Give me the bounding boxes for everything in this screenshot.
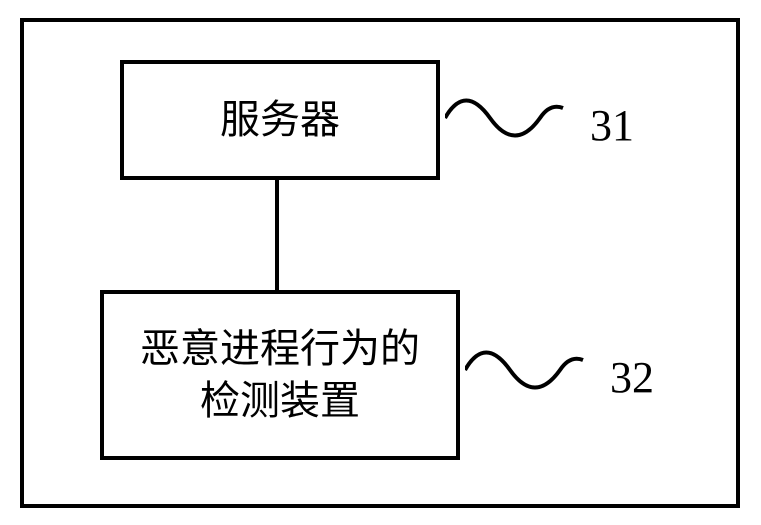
wave-icon-32	[465, 340, 585, 400]
edge-server-detector	[275, 180, 279, 290]
node-detector-label: 恶意进程行为的 检测装置	[140, 323, 420, 427]
wave-icon-31	[445, 88, 565, 148]
ref-label-32: 32	[610, 352, 654, 403]
node-server: 服务器	[120, 60, 440, 180]
node-detector: 恶意进程行为的 检测装置	[100, 290, 460, 460]
ref-label-31: 31	[590, 100, 634, 151]
node-server-label: 服务器	[220, 94, 340, 146]
